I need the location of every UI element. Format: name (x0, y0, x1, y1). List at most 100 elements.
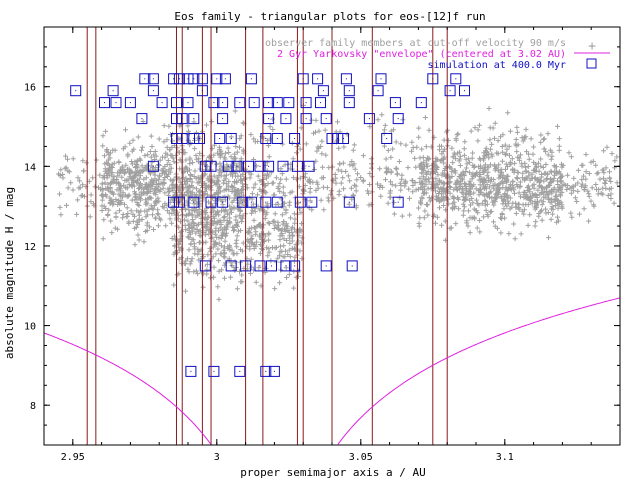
data-point (504, 146, 510, 152)
data-point (222, 214, 228, 220)
data-point (199, 260, 211, 272)
data-point (277, 160, 289, 172)
data-point (213, 242, 219, 248)
square-marker (283, 97, 295, 109)
data-point (216, 228, 221, 234)
data-point (382, 143, 387, 149)
data-point (176, 113, 188, 125)
data-point (410, 189, 416, 195)
square-marker (300, 97, 312, 109)
data-point (129, 183, 135, 188)
data-point (393, 139, 399, 145)
data-point (453, 184, 459, 190)
data-point (279, 212, 285, 218)
data-point (385, 147, 391, 153)
data-point (556, 169, 562, 175)
data-point (110, 200, 116, 206)
data-point (107, 85, 119, 97)
data-point (286, 202, 292, 208)
data-point (196, 206, 202, 212)
data-point (412, 155, 418, 161)
data-point (399, 176, 405, 182)
data-point (243, 160, 254, 172)
data-point (115, 226, 121, 232)
data-point (124, 97, 136, 109)
data-point (148, 133, 154, 139)
data-point (450, 160, 456, 166)
data-point (536, 213, 542, 219)
data-point (503, 166, 508, 172)
data-point (555, 178, 560, 184)
data-point (225, 145, 231, 151)
data-point (245, 237, 251, 243)
data-point (105, 212, 111, 217)
data-point (195, 210, 201, 216)
data-point (514, 129, 520, 135)
square-marker (248, 97, 260, 109)
data-point (205, 196, 217, 208)
center-dot (368, 118, 370, 120)
data-point (164, 152, 170, 158)
data-point (310, 179, 316, 185)
data-point (548, 168, 554, 174)
data-point (300, 113, 312, 125)
square-marker (199, 160, 211, 172)
data-point (167, 147, 173, 153)
center-dot (317, 78, 319, 80)
data-point (297, 146, 303, 152)
center-dot (348, 201, 350, 203)
data-point (222, 244, 227, 250)
data-point (220, 180, 226, 186)
data-point (475, 201, 481, 207)
data-point (196, 229, 202, 235)
data-point (477, 182, 483, 188)
data-point (307, 198, 313, 204)
data-point (589, 185, 595, 191)
envelope-right-branch (337, 297, 621, 445)
data-point (575, 188, 581, 194)
data-point (217, 97, 229, 109)
data-point (135, 158, 141, 164)
legend-label: 2 Gyr Yarkovsky "envelope" (centered at … (277, 49, 566, 60)
data-point (228, 274, 234, 280)
data-point (556, 218, 561, 224)
data-point (499, 158, 505, 164)
data-point (217, 196, 229, 208)
center-dot (242, 201, 244, 203)
data-point (134, 179, 139, 185)
data-point (509, 156, 515, 162)
data-point (551, 185, 557, 191)
data-point (538, 197, 544, 203)
data-point (140, 168, 146, 174)
data-point (146, 183, 151, 189)
square-marker (271, 196, 283, 208)
data-point (477, 122, 482, 128)
square-marker (415, 97, 427, 109)
data-point (433, 193, 439, 199)
data-point (260, 133, 272, 144)
data-point (208, 365, 220, 377)
data-point (235, 228, 241, 234)
x-tick-label: 2.95 (61, 452, 85, 463)
data-point (227, 243, 233, 249)
data-point (185, 218, 191, 224)
square-marker (263, 97, 275, 109)
center-dot (348, 90, 350, 92)
data-point (123, 127, 128, 133)
data-point (477, 218, 483, 223)
data-point (335, 167, 341, 173)
data-point (221, 217, 227, 223)
data-point (178, 260, 184, 266)
data-point (346, 260, 358, 272)
data-point (556, 136, 562, 142)
data-point (122, 144, 128, 150)
data-point (503, 161, 509, 167)
square-marker (459, 85, 470, 97)
data-point (143, 201, 149, 207)
data-point (228, 164, 234, 170)
data-point (214, 211, 220, 217)
legend-label: observer family members at cut-off veloc… (265, 38, 566, 49)
data-point (280, 254, 286, 260)
center-dot (268, 118, 270, 120)
data-point (397, 195, 403, 201)
